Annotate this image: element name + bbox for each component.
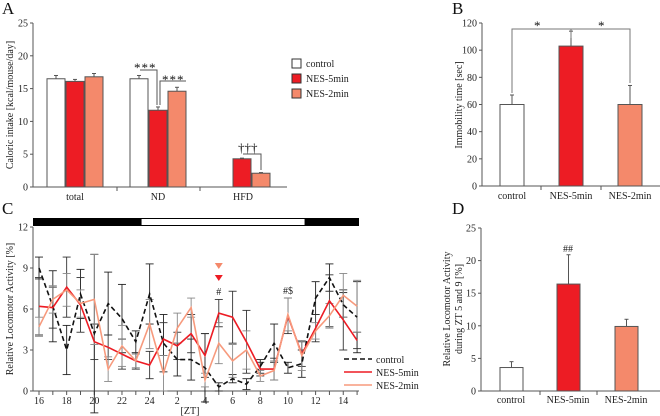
triangle-marker-nes-2min bbox=[214, 263, 223, 269]
significance-mark: *** bbox=[134, 60, 157, 75]
bar bbox=[556, 283, 581, 392]
bar bbox=[558, 45, 584, 187]
y-tick-label: 120 bbox=[462, 19, 477, 30]
significance-mark: ## bbox=[563, 244, 573, 255]
sig-bracket bbox=[159, 80, 186, 105]
legend-label: NES-5min bbox=[376, 368, 419, 379]
y-tick-label: 0 bbox=[472, 182, 477, 193]
y-tick-label: 15 bbox=[18, 84, 28, 95]
x-category-label: control bbox=[498, 191, 527, 202]
panel-label-c: C bbox=[2, 199, 13, 218]
y-tick-label: 0 bbox=[23, 183, 28, 194]
chart-c-locomotor-timecourse: 03691216182022242468101214[ZT]Relative L… bbox=[5, 218, 419, 416]
x-category-label: control bbox=[497, 395, 526, 406]
y-tick-label: 80 bbox=[467, 73, 477, 84]
y-axis-title: Immobility time [sec] bbox=[454, 61, 465, 148]
y-tick-label: 5 bbox=[471, 354, 476, 365]
y-tick-label: 25 bbox=[466, 224, 476, 235]
legend-label: NES-5min bbox=[306, 74, 349, 85]
chart-b-immobility: 0 20 40 60 80 100 120 control NES-5min NES-2min Im… bbox=[454, 18, 660, 202]
panel-label-d: D bbox=[452, 199, 464, 218]
legend-label: NES-2min bbox=[376, 381, 419, 392]
y-tick-label: 100 bbox=[462, 46, 477, 57]
significance-mark: *** bbox=[162, 72, 185, 87]
y-tick-label: 3 bbox=[23, 346, 28, 357]
y-tick-label: 0 bbox=[23, 387, 28, 398]
x-tick-label: 18 bbox=[62, 396, 72, 407]
x-category-label: total bbox=[66, 192, 84, 203]
y-axis-title: Relative Locomotor Activity bbox=[442, 252, 453, 367]
x-tick-label: 6 bbox=[230, 396, 235, 407]
legend-label: control bbox=[306, 59, 335, 70]
bar bbox=[129, 78, 149, 188]
y-tick-label: 10 bbox=[18, 117, 28, 128]
y-tick-label: 20 bbox=[467, 154, 477, 165]
y-tick-label: 40 bbox=[467, 127, 477, 138]
bar bbox=[499, 104, 525, 187]
y-axis-title: Caloric intake [kcal/mouse/day] bbox=[5, 41, 16, 169]
x-category-label: NES-5min bbox=[547, 395, 590, 406]
y-tick-label: 12 bbox=[18, 223, 28, 234]
legend-label: NES-2min bbox=[306, 89, 349, 100]
chart-d-locomotor-zt5-9: 0 5 10 15 20 25 control NES-5min NES-2min Relativ… bbox=[442, 224, 660, 406]
panel-label-a: A bbox=[2, 0, 15, 18]
x-category-label: ND bbox=[151, 192, 165, 203]
legend-swatch bbox=[291, 58, 302, 69]
x-tick-label: 16 bbox=[34, 396, 44, 407]
bar bbox=[251, 172, 271, 188]
y-tick-label: 25 bbox=[18, 19, 28, 30]
y-tick-label: 10 bbox=[466, 321, 476, 332]
bar bbox=[84, 76, 104, 188]
y-tick-label: 15 bbox=[466, 289, 476, 300]
x-category-label: NES-2min bbox=[609, 191, 652, 202]
y-tick-label: 5 bbox=[23, 150, 28, 161]
y-tick-label: 60 bbox=[467, 100, 477, 111]
bar bbox=[148, 109, 168, 188]
significance-mark: #$ bbox=[283, 286, 293, 297]
x-category-label: HFD bbox=[233, 192, 253, 203]
x-tick-label: 12 bbox=[311, 396, 321, 407]
x-tick-label: 8 bbox=[258, 396, 263, 407]
bar bbox=[167, 90, 187, 188]
significance-mark: * bbox=[534, 18, 541, 33]
bar bbox=[232, 158, 252, 188]
x-tick-label: 14 bbox=[338, 396, 348, 407]
x-tick-label: 2 bbox=[175, 396, 180, 407]
y-tick-label: 9 bbox=[23, 264, 28, 275]
series-line-control bbox=[38, 267, 358, 388]
legend-label: control bbox=[376, 355, 405, 366]
significance-mark: # bbox=[216, 287, 221, 298]
sig-bracket bbox=[140, 69, 158, 105]
bar bbox=[46, 78, 66, 188]
legend-swatch bbox=[291, 88, 302, 99]
y-tick-label: 0 bbox=[471, 387, 476, 398]
bar bbox=[65, 80, 85, 188]
significance-mark: * bbox=[598, 18, 605, 33]
y-tick-label: 20 bbox=[18, 51, 28, 62]
bar bbox=[614, 325, 639, 392]
bar bbox=[617, 104, 643, 187]
x-tick-label: 10 bbox=[283, 396, 293, 407]
light-phase-bar bbox=[141, 219, 305, 225]
bar bbox=[499, 367, 524, 392]
x-axis-title: [ZT] bbox=[181, 406, 200, 416]
x-category-label: NES-2min bbox=[605, 395, 648, 406]
y-axis-title: Relative Locomotor Activity [%] bbox=[5, 243, 16, 375]
series-line-nes-2min bbox=[38, 288, 358, 384]
triangle-marker-nes-5min bbox=[214, 275, 223, 281]
x-tick-label: 22 bbox=[117, 396, 127, 407]
sig-bracket bbox=[243, 153, 262, 170]
x-category-label: NES-5min bbox=[550, 191, 593, 202]
y-tick-label: 20 bbox=[466, 256, 476, 267]
panel-label-b: B bbox=[452, 0, 463, 18]
x-tick-label: 24 bbox=[145, 396, 155, 407]
y-tick-label: 6 bbox=[23, 305, 28, 316]
y-axis-title-line2: during ZT 5 and 9 [%] bbox=[454, 264, 465, 354]
chart-a-caloric-intake: 0 5 10 15 20 25 total ND HFD Caloric intake [kcal… bbox=[5, 19, 349, 204]
significance-mark: ††† bbox=[238, 140, 258, 155]
legend-swatch bbox=[291, 73, 302, 84]
